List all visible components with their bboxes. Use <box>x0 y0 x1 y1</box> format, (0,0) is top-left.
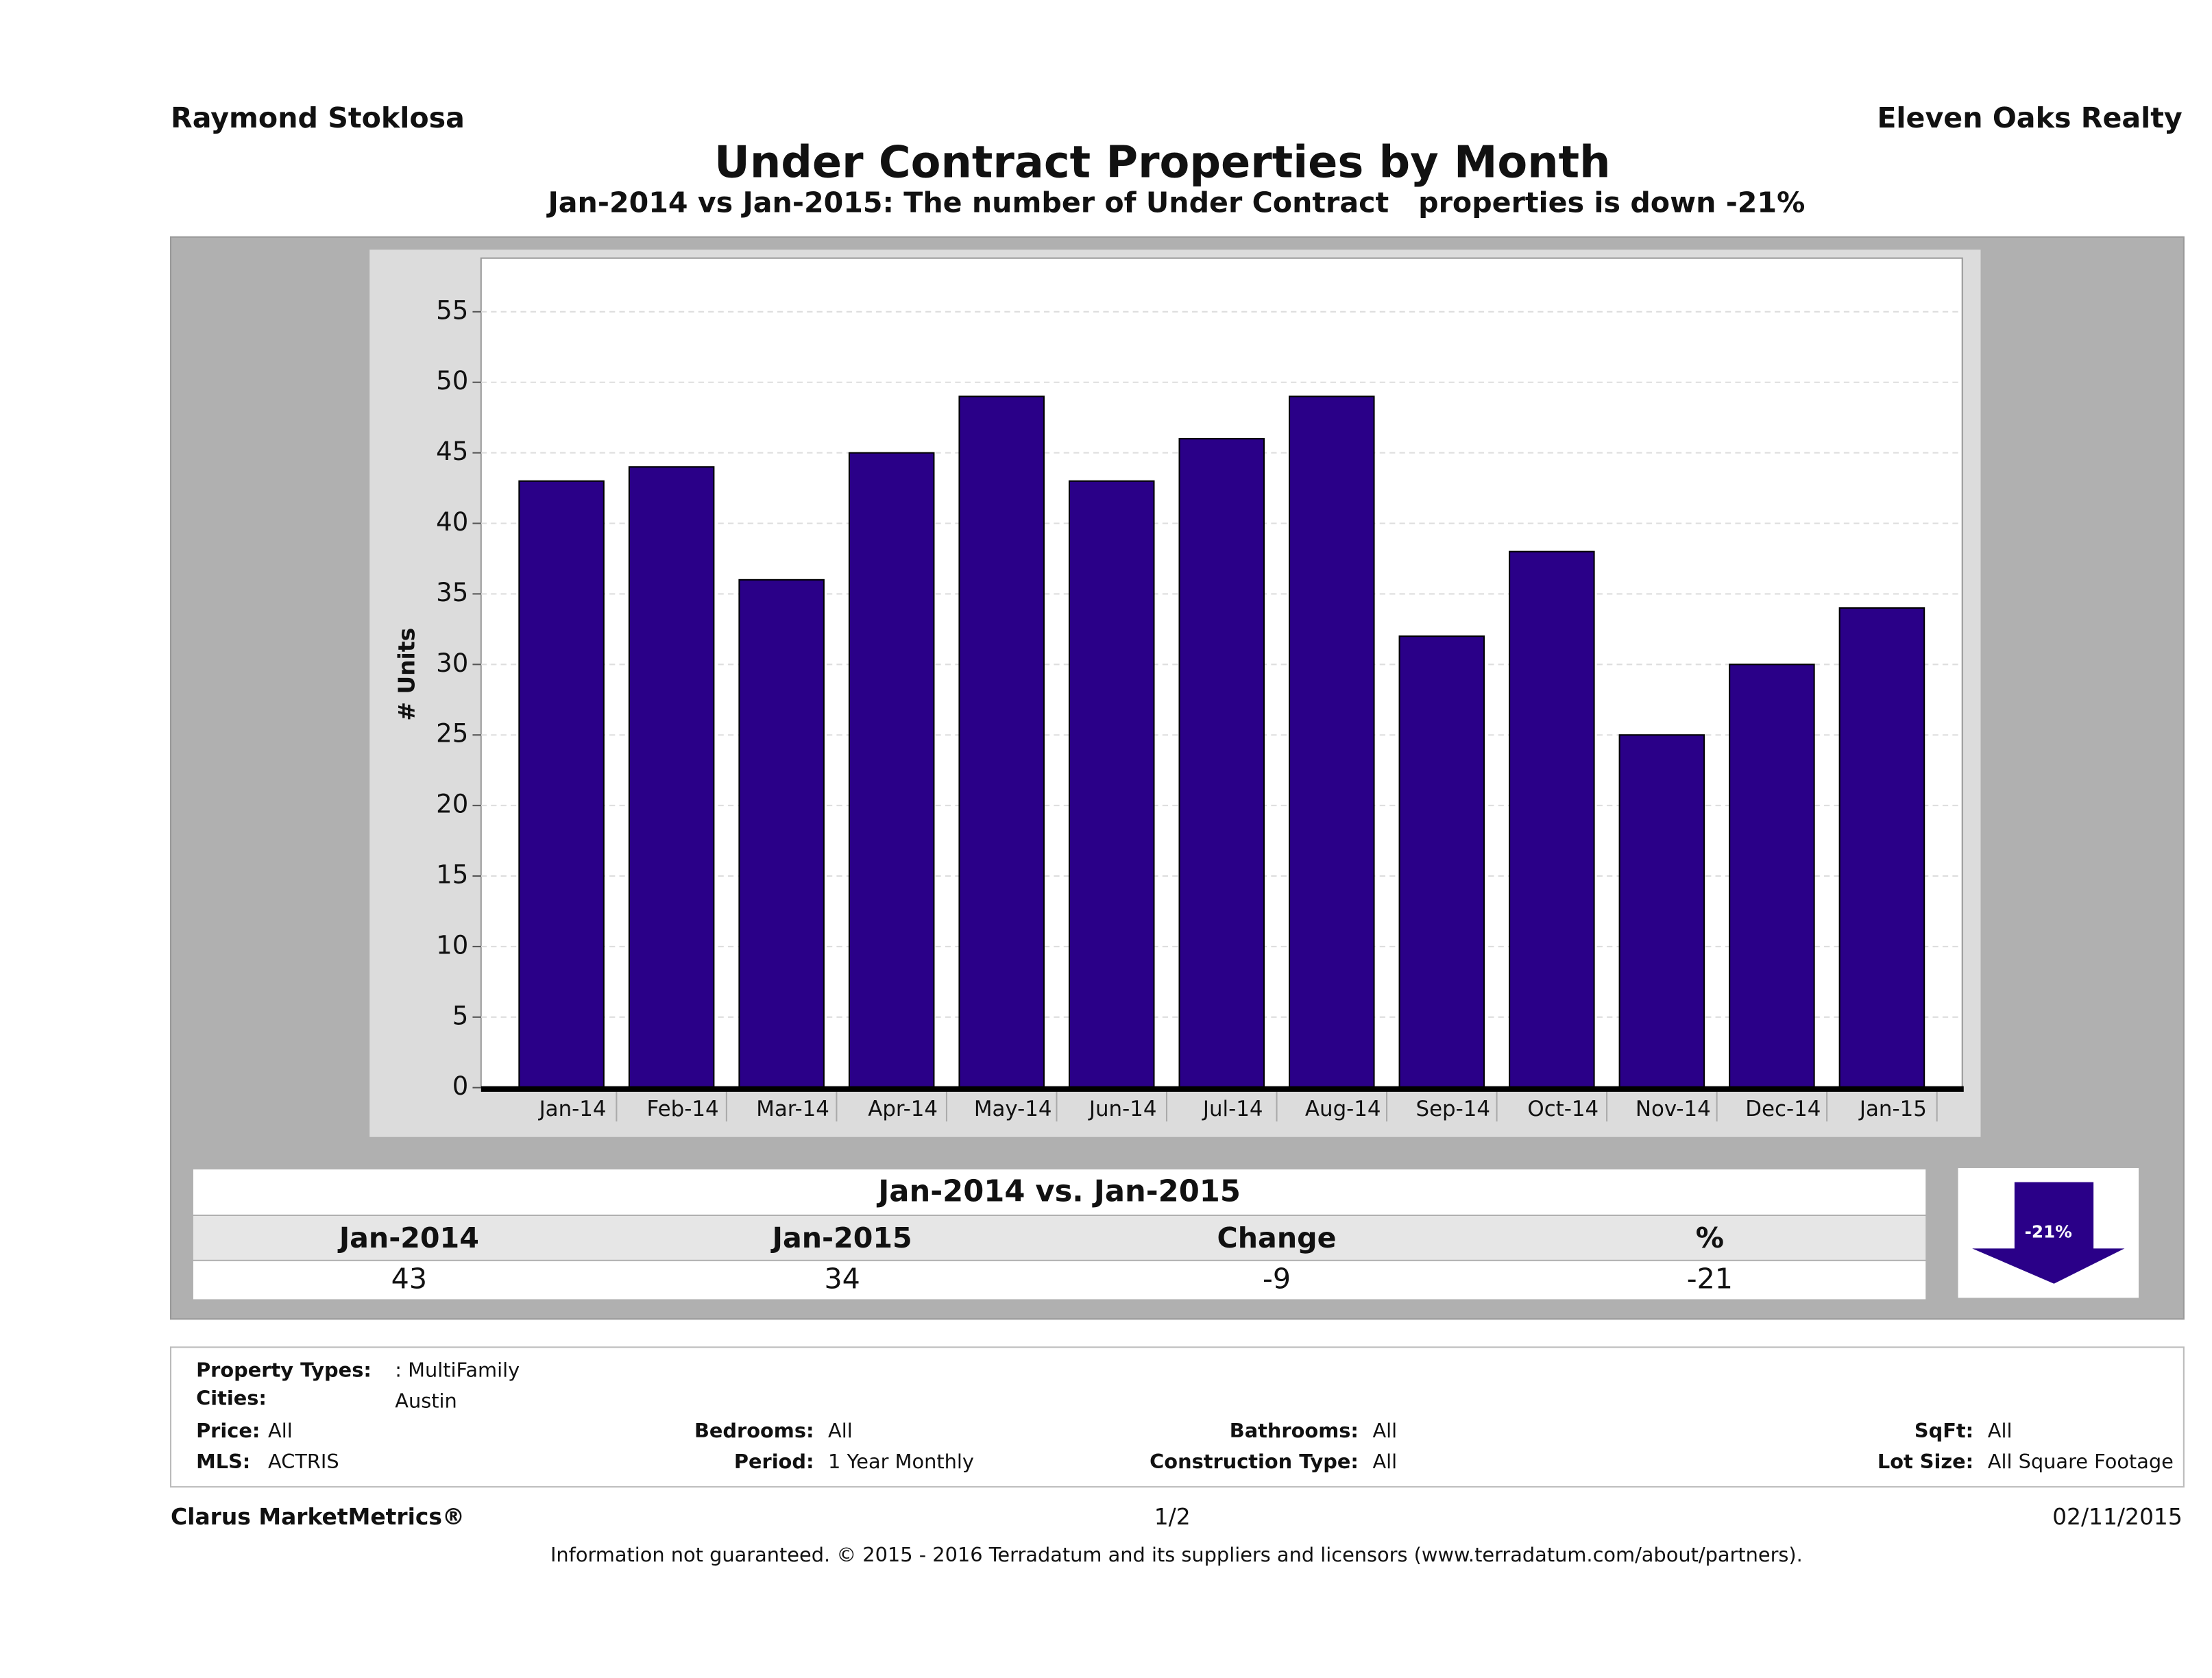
bar <box>848 452 935 1089</box>
filter-label: Cities: <box>196 1387 267 1410</box>
x-tick-label: Oct-14 <box>1527 1097 1599 1121</box>
y-axis-label: # Units <box>393 628 420 721</box>
x-tick-label: Nov-14 <box>1636 1097 1711 1121</box>
y-tick-label: 5 <box>452 1001 469 1030</box>
page-number: 1/2 <box>1154 1503 1191 1530</box>
summary-value: 34 <box>824 1263 860 1296</box>
bar <box>628 466 715 1089</box>
x-tick-label: Jul-14 <box>1202 1097 1263 1121</box>
bar <box>1509 550 1595 1089</box>
y-tick-label: 25 <box>436 719 468 749</box>
x-tick-label: Jun-14 <box>1088 1097 1157 1121</box>
filter-value: ACTRIS <box>268 1450 339 1473</box>
filter-label: Price: <box>196 1419 260 1442</box>
summary-column-header: Change <box>1217 1221 1337 1254</box>
filter-label: Lot Size: <box>1877 1450 1973 1473</box>
y-tick-label: 15 <box>436 860 468 890</box>
report-date: 02/11/2015 <box>2052 1503 2183 1530</box>
y-tick-label: 45 <box>436 437 468 466</box>
x-tick-label: Apr-14 <box>868 1097 938 1121</box>
bar <box>518 480 605 1089</box>
summary-header-row <box>193 1216 1926 1260</box>
y-tick-label: 50 <box>436 366 468 396</box>
x-tick-label: Sep-14 <box>1415 1097 1490 1121</box>
bar <box>1838 607 1925 1089</box>
summary-column-header: Jan-2014 <box>337 1221 479 1254</box>
filter-label: Period: <box>734 1450 814 1473</box>
x-tick-label: May-14 <box>974 1097 1052 1121</box>
y-tick-label: 0 <box>452 1071 469 1101</box>
filter-label: Property Types: <box>196 1358 372 1381</box>
bar <box>1398 635 1485 1089</box>
filter-label: SqFt: <box>1915 1419 1973 1442</box>
summary-title-row <box>193 1169 1926 1215</box>
down-arrow <box>1972 1182 2125 1284</box>
filter-value: All <box>1988 1419 2013 1442</box>
summary-value-row <box>193 1261 1926 1300</box>
chart-title: Under Contract Properties by Month <box>714 137 1611 188</box>
filter-value: 1 Year Monthly <box>828 1450 974 1473</box>
filter-label: Bathrooms: <box>1230 1419 1359 1442</box>
filter-value: All Square Footage <box>1988 1450 2174 1473</box>
chart-subtitle: Jan-2014 vs Jan-2015: The number of Unde… <box>546 186 1805 219</box>
filter-value: Austin <box>395 1389 457 1413</box>
filter-value: : MultiFamily <box>395 1358 520 1381</box>
badge-label: -21% <box>2025 1222 2072 1242</box>
summary-title: Jan-2014 vs. Jan-2015 <box>876 1175 1241 1209</box>
x-tick-label: Jan-15 <box>1858 1097 1927 1121</box>
bar <box>1729 664 1815 1089</box>
y-tick-label: 40 <box>436 507 468 537</box>
y-tick-label: 35 <box>436 578 468 607</box>
y-tick-label: 20 <box>436 790 468 819</box>
x-tick-label: Feb-14 <box>647 1097 719 1121</box>
bar <box>958 396 1045 1089</box>
y-tick-label: 30 <box>436 648 468 678</box>
filter-label: MLS: <box>196 1450 250 1473</box>
filter-label: Construction Type: <box>1150 1450 1359 1473</box>
agent: Raymond Stoklosa <box>171 101 465 134</box>
bar <box>738 579 825 1089</box>
y-tick-label: 10 <box>436 930 468 960</box>
summary-value: -21 <box>1687 1263 1733 1296</box>
x-tick-label: Jan-14 <box>538 1097 607 1121</box>
y-tick-label: 55 <box>436 295 468 325</box>
bar <box>1289 396 1375 1089</box>
filters-box <box>169 1346 2185 1488</box>
filter-value: All <box>1372 1419 1397 1442</box>
bar <box>1178 438 1265 1089</box>
company: Eleven Oaks Realty <box>1877 101 2183 134</box>
x-tick-label: Aug-14 <box>1305 1097 1381 1121</box>
filter-value: All <box>268 1419 293 1442</box>
bar <box>1618 734 1705 1089</box>
brand: Clarus MarketMetrics® <box>171 1503 465 1530</box>
disclaimer: Information not guaranteed. © 2015 - 201… <box>550 1543 1803 1566</box>
filter-label: Bedrooms: <box>694 1419 814 1442</box>
filter-value: All <box>828 1419 853 1442</box>
bar <box>1068 480 1155 1089</box>
summary-value: -9 <box>1263 1263 1291 1296</box>
summary-column-header: Jan-2015 <box>770 1221 912 1254</box>
x-tick-label: Dec-14 <box>1745 1097 1821 1121</box>
summary-column-header: % <box>1696 1221 1724 1254</box>
x-tick-label: Mar-14 <box>756 1097 829 1121</box>
summary-value: 43 <box>391 1263 427 1296</box>
filter-value: All <box>1372 1450 1397 1473</box>
